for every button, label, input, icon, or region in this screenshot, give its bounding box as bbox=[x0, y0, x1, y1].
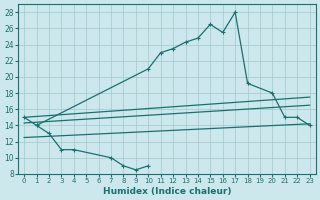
X-axis label: Humidex (Indice chaleur): Humidex (Indice chaleur) bbox=[103, 187, 231, 196]
